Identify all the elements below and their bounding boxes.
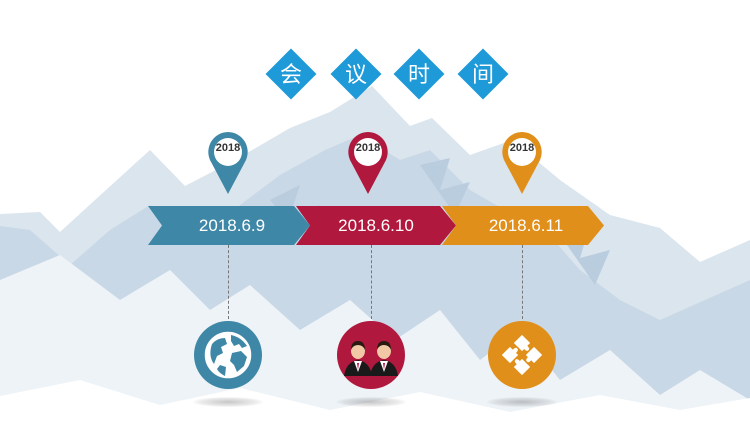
connector-line-3: [522, 245, 523, 319]
people-icon: [337, 321, 405, 389]
title-char-2: 议: [344, 63, 367, 88]
pin-label-1: 2018: [215, 142, 241, 154]
globe-icon: [194, 321, 262, 389]
timeline-ribbon-2: [296, 206, 456, 245]
icon-shadow-3: [487, 397, 557, 407]
date-label-1: 2018.6.9: [198, 216, 266, 235]
connector-line-1: [228, 245, 229, 319]
icon-shadow-1: [193, 397, 263, 407]
map-pin-1: [208, 132, 248, 194]
mountain-foreground: [0, 380, 750, 444]
mountain-streak: [270, 158, 610, 285]
puzzle-icon: [488, 321, 556, 389]
map-pin-3: [502, 132, 542, 194]
timeline-ribbon-3: [442, 206, 604, 245]
person-right: [370, 341, 398, 376]
icon-shadow-2: [336, 397, 406, 407]
person-left: [344, 341, 372, 376]
map-pin-2: [348, 132, 388, 194]
connector-line-2: [371, 245, 372, 319]
pin-label-3: 2018: [509, 142, 535, 154]
timeline-ribbon-1: [148, 206, 310, 245]
title-char-4: 间: [471, 63, 494, 88]
date-label-3: 2018.6.11: [488, 216, 564, 235]
title-row: 会 议 时 间: [0, 48, 750, 103]
date-label-2: 2018.6.10: [338, 216, 414, 235]
title-char-3: 时: [407, 63, 430, 88]
pin-label-2: 2018: [355, 142, 381, 154]
title-char-1: 会: [279, 63, 302, 88]
